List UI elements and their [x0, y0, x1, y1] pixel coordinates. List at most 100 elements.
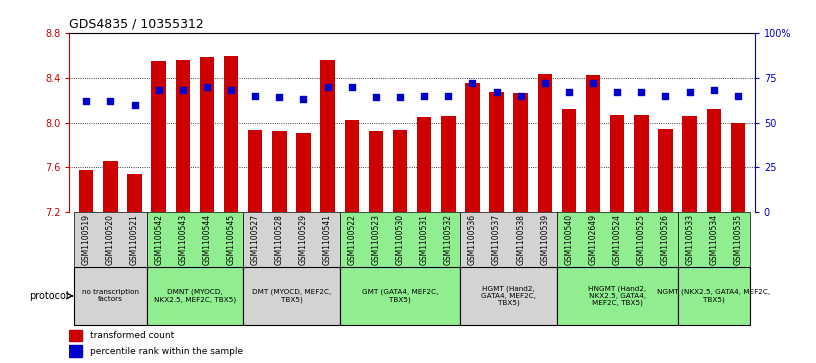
Bar	[417, 117, 432, 212]
Point	[80, 98, 93, 104]
Point	[201, 83, 214, 89]
Bar	[677, 212, 750, 267]
Bar	[296, 132, 311, 212]
Text: GSM1100529: GSM1100529	[299, 214, 308, 265]
Text: GSM1100537: GSM1100537	[492, 214, 501, 265]
Bar	[707, 109, 721, 212]
Point	[224, 87, 237, 93]
Bar	[460, 212, 557, 267]
Text: transformed count: transformed count	[90, 331, 174, 340]
Text: GSM1100540: GSM1100540	[565, 214, 574, 265]
Text: GSM1100528: GSM1100528	[275, 214, 284, 265]
Point	[273, 94, 286, 100]
Text: GDS4835 / 10355312: GDS4835 / 10355312	[69, 17, 204, 30]
Text: GSM1100521: GSM1100521	[130, 214, 139, 265]
Point	[683, 89, 696, 95]
Point	[321, 83, 334, 89]
Point	[393, 94, 406, 100]
Text: DMT (MYOCD, MEF2C,
TBX5): DMT (MYOCD, MEF2C, TBX5)	[252, 289, 331, 303]
Point	[176, 87, 189, 93]
Point	[104, 98, 117, 104]
Bar	[369, 131, 384, 212]
Text: GSM1100527: GSM1100527	[251, 214, 259, 265]
Bar	[460, 267, 557, 325]
Point	[466, 80, 479, 86]
Text: no transcription
factors: no transcription factors	[82, 289, 139, 302]
Bar	[127, 174, 142, 212]
Text: GSM1100531: GSM1100531	[419, 214, 428, 265]
Text: GSM1100544: GSM1100544	[202, 214, 211, 265]
Point	[562, 89, 575, 95]
Text: GSM1100545: GSM1100545	[227, 214, 236, 265]
Bar	[69, 330, 82, 341]
Text: GSM1100543: GSM1100543	[178, 214, 188, 265]
Text: protocol: protocol	[29, 291, 69, 301]
Bar	[610, 115, 624, 212]
Text: GSM1100530: GSM1100530	[396, 214, 405, 265]
Text: GSM1100533: GSM1100533	[685, 214, 694, 265]
Bar	[677, 267, 750, 325]
Text: HGMT (Hand2,
GATA4, MEF2C,
TBX5): HGMT (Hand2, GATA4, MEF2C, TBX5)	[481, 285, 536, 306]
Bar	[321, 60, 335, 212]
Bar	[147, 267, 243, 325]
Text: GSM1100520: GSM1100520	[106, 214, 115, 265]
Text: GSM1100536: GSM1100536	[468, 214, 477, 265]
Bar	[490, 92, 503, 212]
Bar	[392, 130, 407, 212]
Point	[659, 93, 672, 98]
Bar	[74, 212, 147, 267]
Point	[370, 94, 383, 100]
Bar	[634, 115, 649, 212]
Point	[514, 93, 527, 98]
Text: DMNT (MYOCD,
NKX2.5, MEF2C, TBX5): DMNT (MYOCD, NKX2.5, MEF2C, TBX5)	[153, 289, 236, 303]
Point	[610, 89, 623, 95]
Text: GSM1100541: GSM1100541	[323, 214, 332, 265]
Text: GSM1100534: GSM1100534	[709, 214, 718, 265]
Text: GSM1100522: GSM1100522	[348, 214, 357, 265]
Bar	[730, 122, 745, 212]
Text: GSM1100538: GSM1100538	[517, 214, 526, 265]
Bar	[659, 129, 672, 212]
Bar	[103, 161, 118, 212]
Bar	[152, 61, 166, 212]
Text: GSM1102649: GSM1102649	[588, 214, 597, 265]
Text: GSM1100542: GSM1100542	[154, 214, 163, 265]
Text: HNGMT (Hand2,
NKX2.5, GATA4,
MEF2C, TBX5): HNGMT (Hand2, NKX2.5, GATA4, MEF2C, TBX5…	[588, 285, 646, 306]
Bar	[243, 267, 339, 325]
Text: percentile rank within the sample: percentile rank within the sample	[90, 347, 242, 356]
Bar	[69, 345, 82, 357]
Text: GSM1100525: GSM1100525	[636, 214, 646, 265]
Text: NGMT (NKX2.5, GATA4, MEF2C,
TBX5): NGMT (NKX2.5, GATA4, MEF2C, TBX5)	[657, 289, 770, 303]
Bar	[147, 212, 243, 267]
Point	[297, 96, 310, 102]
Point	[635, 89, 648, 95]
Bar	[339, 267, 460, 325]
Point	[539, 80, 552, 86]
Text: GSM1100519: GSM1100519	[82, 214, 91, 265]
Bar	[557, 267, 677, 325]
Point	[418, 93, 431, 98]
Point	[152, 87, 165, 93]
Point	[128, 102, 141, 107]
Bar	[586, 76, 601, 212]
Bar	[79, 170, 94, 212]
Text: GSM1100535: GSM1100535	[734, 214, 743, 265]
Bar	[224, 56, 238, 212]
Text: GSM1100523: GSM1100523	[371, 214, 380, 265]
Point	[587, 80, 600, 86]
Point	[707, 87, 721, 93]
Point	[249, 93, 262, 98]
Bar	[538, 74, 552, 212]
Bar	[513, 93, 528, 212]
Point	[345, 83, 358, 89]
Bar	[74, 267, 147, 325]
Bar	[344, 120, 359, 212]
Text: GMT (GATA4, MEF2C,
TBX5): GMT (GATA4, MEF2C, TBX5)	[361, 289, 438, 303]
Bar	[248, 130, 263, 212]
Text: GSM1100532: GSM1100532	[444, 214, 453, 265]
Point	[731, 93, 744, 98]
Bar	[441, 116, 455, 212]
Point	[441, 93, 455, 98]
Bar	[272, 131, 286, 212]
Text: GSM1100526: GSM1100526	[661, 214, 670, 265]
